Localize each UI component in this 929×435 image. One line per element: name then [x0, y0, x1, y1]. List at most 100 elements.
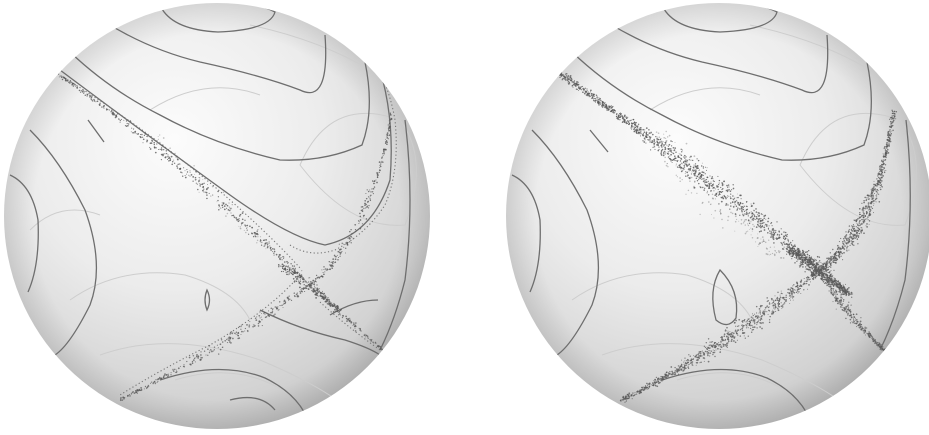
scatter-dot: [698, 355, 700, 357]
scatter-dot: [696, 158, 698, 160]
scatter-dot: [718, 345, 720, 347]
scatter-dot: [111, 109, 113, 112]
scatter-dot: [860, 223, 862, 225]
scatter-dot: [658, 382, 661, 384]
scatter-dot: [794, 262, 796, 264]
scatter-dot: [799, 254, 801, 256]
scatter-dot: [726, 332, 728, 335]
scatter-dot: [348, 236, 350, 238]
scatter-dot: [855, 236, 857, 238]
scatter-dot: [850, 236, 853, 238]
scatter-dot: [631, 128, 633, 130]
scatter-dot: [760, 217, 762, 220]
scatter-dot: [334, 305, 336, 307]
scatter-dot: [643, 141, 646, 143]
scatter-dot: [270, 307, 273, 310]
scatter-dot: [266, 244, 269, 246]
scatter-dot: [714, 355, 716, 358]
scatter-dot: [669, 371, 671, 373]
scatter-dot: [373, 180, 376, 182]
scatter-dot: [279, 304, 281, 307]
scatter-dot: [636, 128, 638, 131]
scatter-dot: [821, 271, 823, 273]
scatter-dot: [564, 73, 567, 75]
scatter-dot: [728, 186, 730, 188]
scatter-dot: [830, 280, 832, 282]
scatter-dot: [670, 159, 672, 161]
scatter-dot: [812, 261, 815, 263]
scatter-dot: [827, 278, 829, 280]
scatter-dot: [645, 136, 647, 138]
scatter-dot: [748, 318, 750, 320]
scatter-dot: [809, 262, 812, 265]
scatter-dot: [257, 325, 260, 327]
scatter-dot: [742, 214, 745, 217]
scatter-dot: [679, 367, 681, 369]
scatter-dot: [610, 109, 612, 111]
scatter-dot: [741, 320, 743, 323]
scatter-dot: [562, 78, 564, 80]
scatter-dot: [386, 134, 389, 136]
scatter-dot: [207, 354, 209, 356]
scatter-dot: [871, 188, 873, 190]
scatter-dot: [843, 286, 845, 288]
scatter-dot: [713, 186, 715, 189]
scatter-dot: [687, 160, 689, 162]
scatter-dot: [588, 96, 590, 98]
scatter-dot: [260, 316, 262, 318]
scatter-dot: [753, 320, 756, 322]
scatter-dot: [834, 289, 837, 292]
scatter-dot: [712, 180, 715, 182]
scatter-dot: [756, 324, 758, 326]
scatter-dot: [830, 288, 832, 290]
scatter-dot: [376, 176, 379, 178]
scatter-dot: [110, 110, 112, 113]
scatter-dot: [686, 171, 689, 174]
scatter-dot: [856, 231, 858, 234]
scatter-dot: [871, 191, 874, 194]
scatter-dot: [786, 235, 788, 237]
scatter-dot: [660, 152, 662, 155]
scatter-dot: [712, 184, 714, 186]
scatter-dot: [589, 95, 591, 97]
scatter-dot: [849, 236, 851, 238]
scatter-dot: [742, 208, 745, 211]
scatter-dot: [702, 166, 705, 168]
scatter-dot: [808, 255, 810, 257]
scatter-dot: [883, 154, 885, 156]
scatter-dot: [690, 362, 692, 364]
scatter-dot: [866, 207, 868, 209]
scatter-dot: [760, 315, 763, 318]
scatter-dot: [586, 94, 588, 96]
scatter-dot: [804, 261, 807, 264]
scatter-dot: [794, 244, 796, 246]
scatter-dot: [679, 165, 681, 167]
scatter-dot: [812, 276, 813, 278]
scatter-dot: [788, 250, 790, 252]
scatter-dot: [820, 265, 822, 267]
scatter-dot: [155, 379, 157, 381]
scatter-dot: [637, 390, 639, 392]
scatter-dot: [865, 199, 867, 202]
scatter-dot: [376, 181, 378, 184]
scatter-dot: [852, 318, 855, 320]
scatter-dot: [132, 390, 134, 393]
scatter-dot: [887, 130, 889, 133]
scatter-dot: [560, 72, 563, 74]
scatter-dot: [643, 137, 646, 140]
scatter-dot: [731, 331, 733, 334]
scatter-dot: [739, 194, 741, 197]
scatter-dot: [175, 156, 177, 158]
scatter-dot: [248, 326, 250, 328]
scatter-dot: [764, 214, 767, 217]
scatter-dot: [843, 239, 846, 242]
scatter-dot: [255, 235, 257, 237]
scatter-dot: [236, 219, 238, 221]
scatter-dot: [883, 162, 885, 165]
scatter-dot: [855, 318, 858, 321]
scatter-dot: [667, 153, 669, 155]
scatter-dot: [61, 78, 64, 81]
scatter-dot: [293, 269, 296, 271]
scatter-dot: [640, 133, 642, 135]
scatter-dot: [164, 156, 167, 159]
